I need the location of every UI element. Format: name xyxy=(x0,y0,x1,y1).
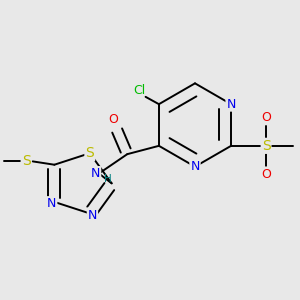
Text: N: N xyxy=(190,160,200,173)
Text: Cl: Cl xyxy=(133,84,145,97)
Text: H: H xyxy=(104,175,112,184)
Text: O: O xyxy=(261,168,271,181)
Text: O: O xyxy=(108,113,118,126)
Text: S: S xyxy=(22,154,30,168)
Text: S: S xyxy=(262,139,271,153)
Text: N: N xyxy=(88,208,97,222)
Text: N: N xyxy=(47,197,56,210)
Text: N: N xyxy=(91,167,100,180)
Text: S: S xyxy=(85,146,94,160)
Text: O: O xyxy=(261,111,271,124)
Text: N: N xyxy=(226,98,236,111)
